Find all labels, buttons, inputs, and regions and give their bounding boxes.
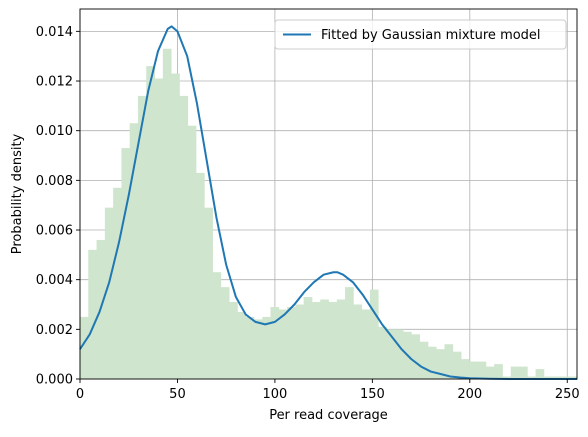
histogram-bar (502, 376, 512, 379)
histogram-bar (104, 207, 114, 379)
y-tick-label: 0.000 (36, 373, 73, 388)
histogram-bar (88, 249, 97, 379)
histogram-bar (171, 73, 180, 380)
histogram-bar (121, 148, 131, 379)
histogram-bar (427, 346, 437, 379)
histogram-bar (303, 297, 313, 379)
histogram-bar (411, 334, 421, 379)
histogram-bar (137, 95, 147, 379)
histogram-bar (378, 326, 387, 379)
histogram-bar (162, 48, 172, 380)
axes-frame (79, 8, 578, 380)
histogram-bar (444, 344, 454, 379)
histogram-bar (295, 304, 305, 379)
histogram-bar (527, 376, 536, 379)
x-tick-label: 0 (76, 387, 84, 402)
histogram-bar (560, 376, 570, 379)
histogram-bar (386, 329, 396, 379)
y-tick-label: 0.002 (36, 323, 73, 338)
histogram-bar (353, 304, 363, 379)
y-tick-label: 0.010 (36, 124, 73, 139)
histogram-bar (320, 299, 329, 379)
histogram-bar (361, 309, 371, 379)
x-tick-label: 50 (169, 387, 186, 402)
histogram-bar (179, 95, 189, 379)
histogram-bar (204, 207, 213, 379)
histogram-bar (113, 187, 122, 379)
histogram-bar (477, 361, 487, 379)
histogram-bar (129, 123, 139, 380)
histogram-bar (519, 366, 528, 379)
histogram-bar (253, 319, 263, 379)
histogram-bar (568, 376, 578, 379)
y-tick-label: 0.004 (36, 273, 73, 288)
histogram-bar (328, 302, 338, 379)
histogram-bar (237, 311, 247, 379)
legend-label: Fitted by Gaussian mixture model (321, 28, 541, 43)
histogram-bar (287, 306, 296, 379)
histogram-bar (510, 366, 520, 379)
legend: Fitted by Gaussian mixture model (274, 19, 567, 50)
histogram-layer (80, 48, 578, 380)
histogram-bar (187, 125, 197, 379)
histogram-bar (154, 78, 164, 379)
y-tick-label: 0.014 (36, 25, 73, 40)
histogram-bar (229, 302, 238, 379)
histogram-bar (345, 287, 354, 379)
tick-layer: 0 50 100 150 200 250 0.000 0.002 0.004 0.006 0.008… (36, 25, 580, 402)
x-tick-label: 150 (360, 387, 385, 402)
histogram-bar (369, 289, 379, 379)
x-tick-label: 200 (457, 387, 482, 402)
histogram-bar (461, 359, 470, 379)
y-tick-label: 0.006 (36, 224, 73, 239)
histogram-bar (452, 351, 462, 379)
y-tick-label: 0.008 (36, 174, 73, 189)
histogram-bar (485, 366, 495, 379)
histogram-bar (245, 316, 255, 379)
histogram-bar (270, 306, 280, 379)
y-tick-label: 0.012 (36, 75, 73, 90)
histogram-bar (419, 341, 429, 379)
histogram-bar (311, 302, 321, 379)
histogram-bar (212, 272, 222, 379)
histogram-bar (262, 316, 271, 379)
series-line-layer (79, 25, 577, 380)
histogram-bar (278, 309, 288, 379)
histogram-bar (494, 364, 503, 379)
x-tick-label: 100 (262, 387, 287, 402)
histogram-bar (535, 369, 545, 379)
x-tick-label: 250 (555, 387, 580, 402)
histogram-bar (543, 376, 553, 379)
histogram-bar (195, 172, 205, 379)
histogram-bar (220, 287, 230, 379)
histogram-bar (469, 361, 478, 379)
legend-box (274, 19, 567, 50)
histogram-bar (80, 316, 89, 379)
histogram-bar (394, 329, 404, 379)
histogram-bar (552, 376, 561, 379)
histogram-bar (436, 349, 445, 379)
y-axis-label: Probability density (10, 133, 25, 254)
histogram-bar (146, 66, 155, 379)
histogram-bar (336, 299, 346, 379)
series-line (79, 25, 577, 380)
x-axis-label: Per read coverage (269, 408, 388, 423)
